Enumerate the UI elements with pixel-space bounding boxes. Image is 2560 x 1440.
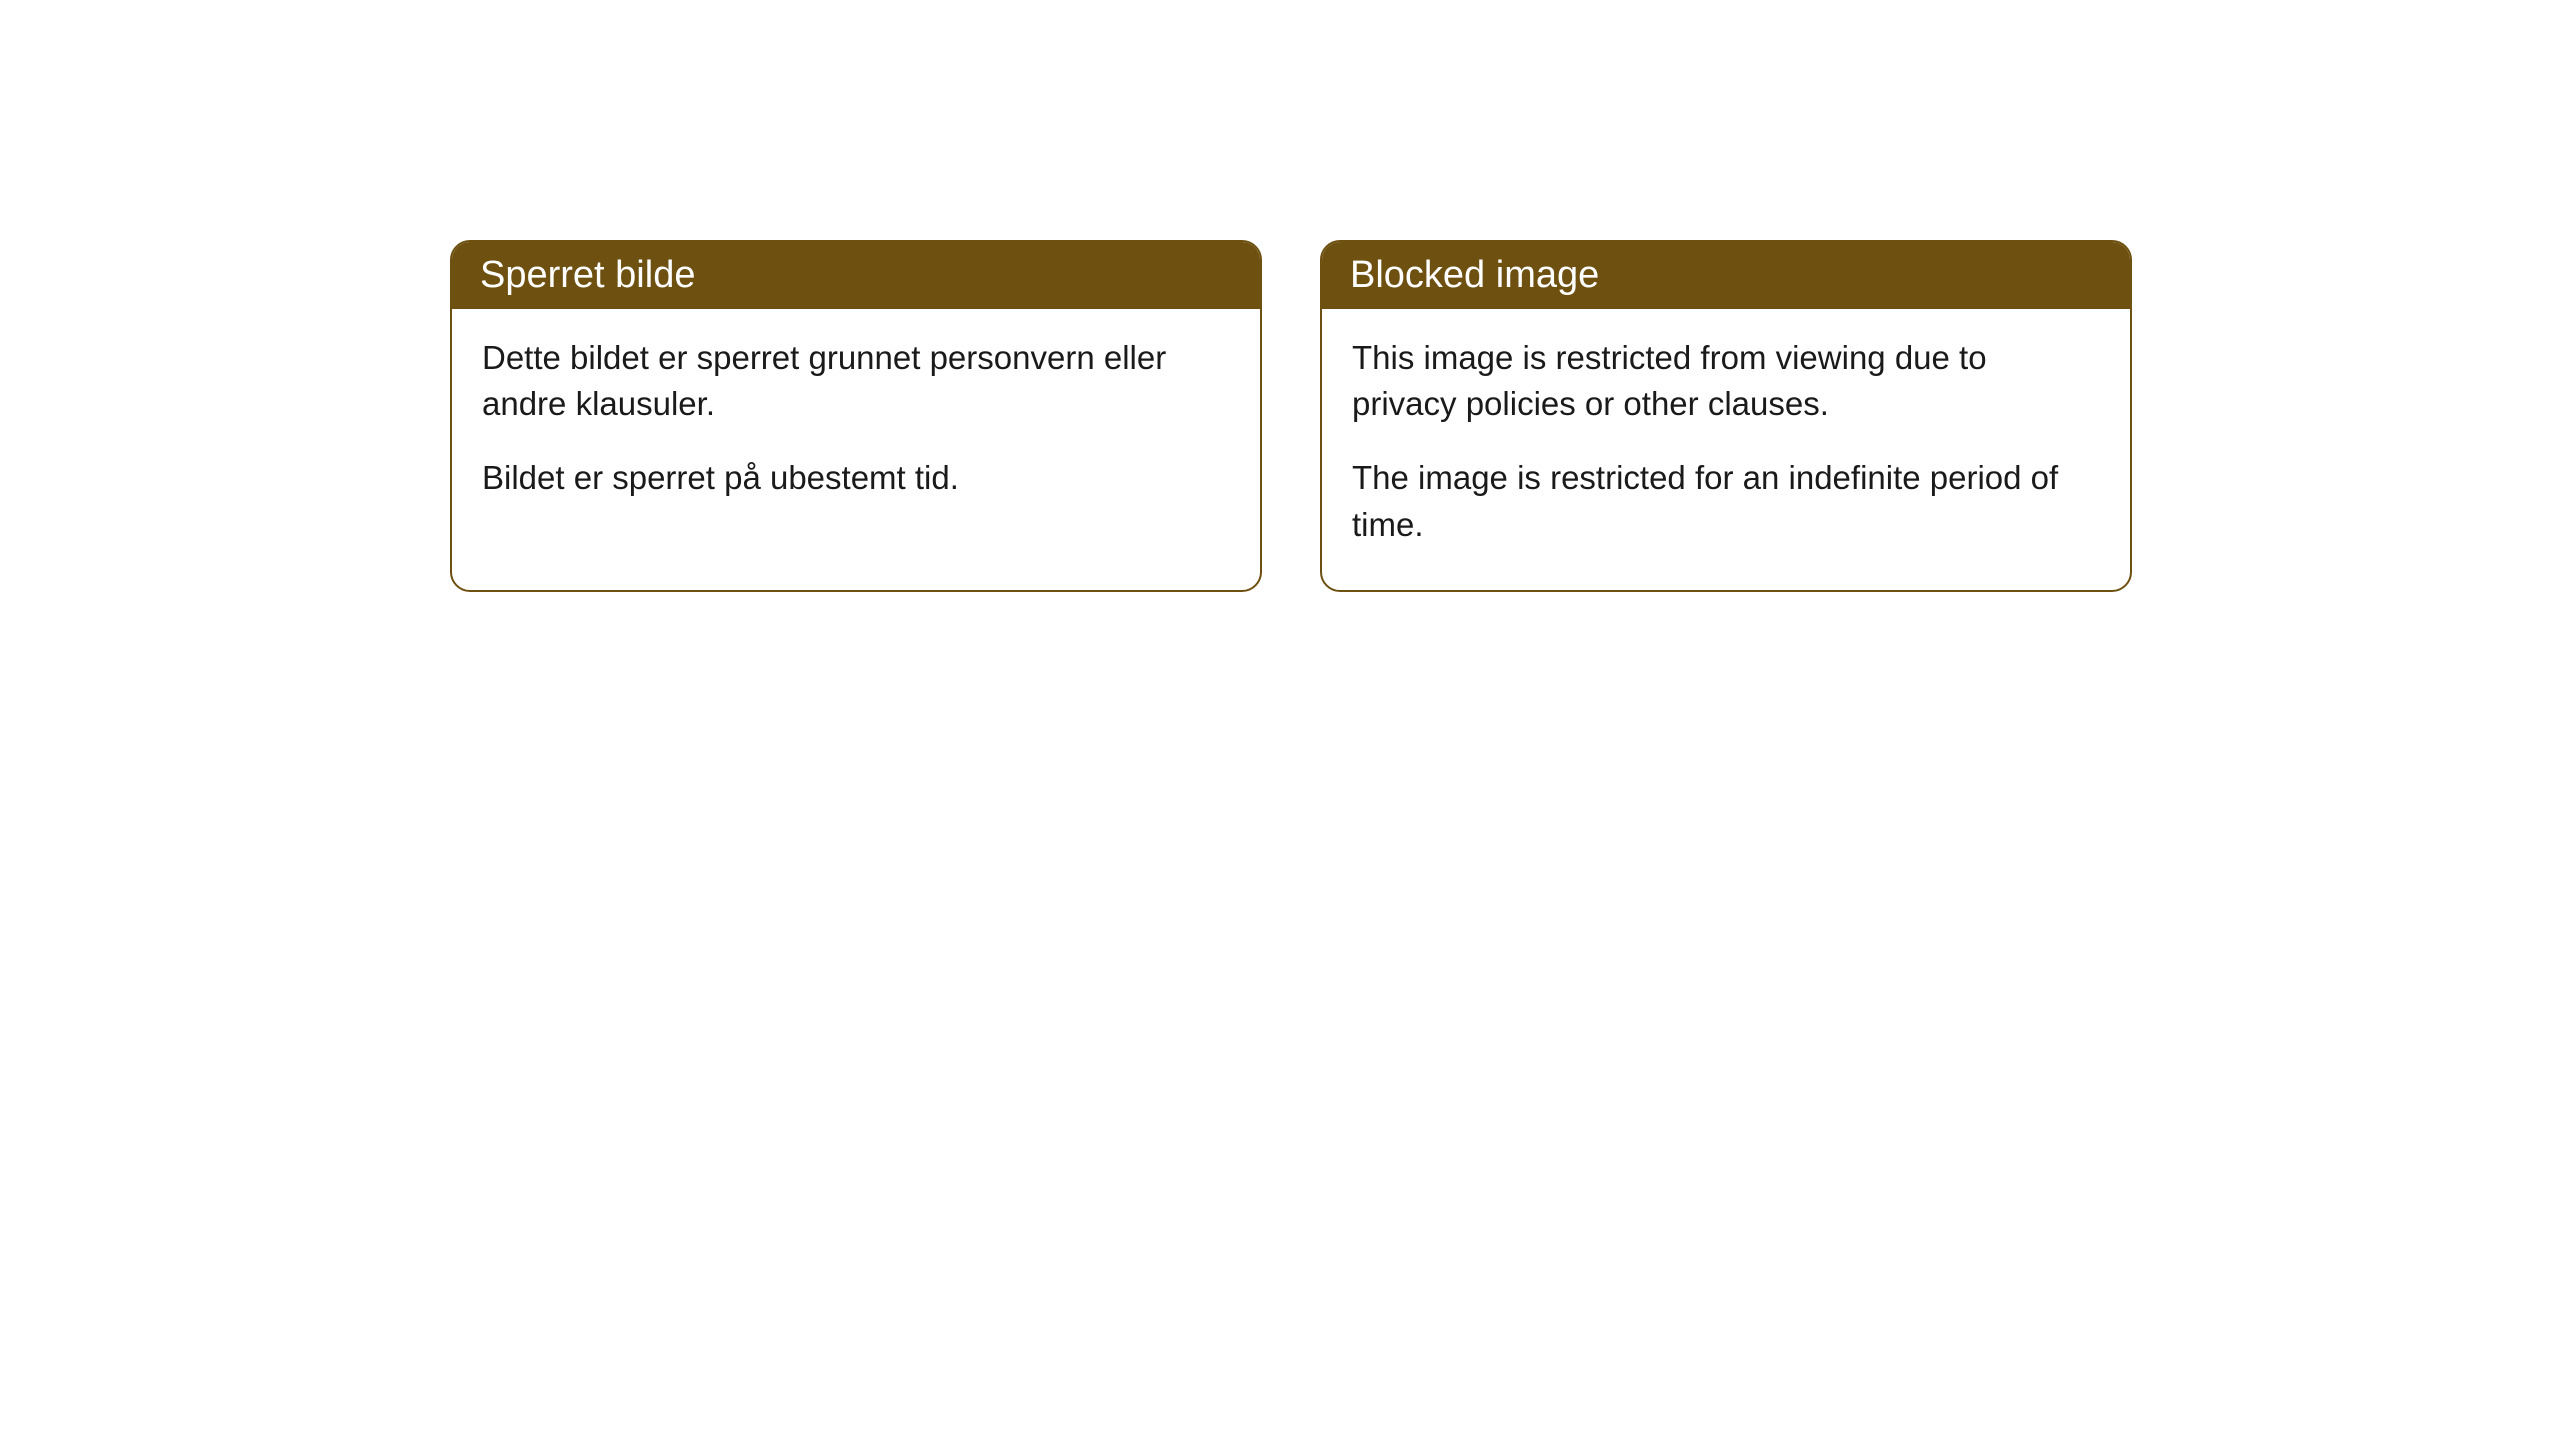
card-container: Sperret bilde Dette bildet er sperret gr… bbox=[450, 240, 2132, 592]
card-body-norwegian: Dette bildet er sperret grunnet personve… bbox=[452, 309, 1260, 544]
card-title-english: Blocked image bbox=[1322, 242, 2130, 309]
card-english: Blocked image This image is restricted f… bbox=[1320, 240, 2132, 592]
card-paragraph-1-norwegian: Dette bildet er sperret grunnet personve… bbox=[482, 335, 1230, 427]
card-norwegian: Sperret bilde Dette bildet er sperret gr… bbox=[450, 240, 1262, 592]
card-paragraph-2-norwegian: Bildet er sperret på ubestemt tid. bbox=[482, 455, 1230, 501]
card-body-english: This image is restricted from viewing du… bbox=[1322, 309, 2130, 590]
card-title-norwegian: Sperret bilde bbox=[452, 242, 1260, 309]
card-paragraph-2-english: The image is restricted for an indefinit… bbox=[1352, 455, 2100, 547]
card-paragraph-1-english: This image is restricted from viewing du… bbox=[1352, 335, 2100, 427]
